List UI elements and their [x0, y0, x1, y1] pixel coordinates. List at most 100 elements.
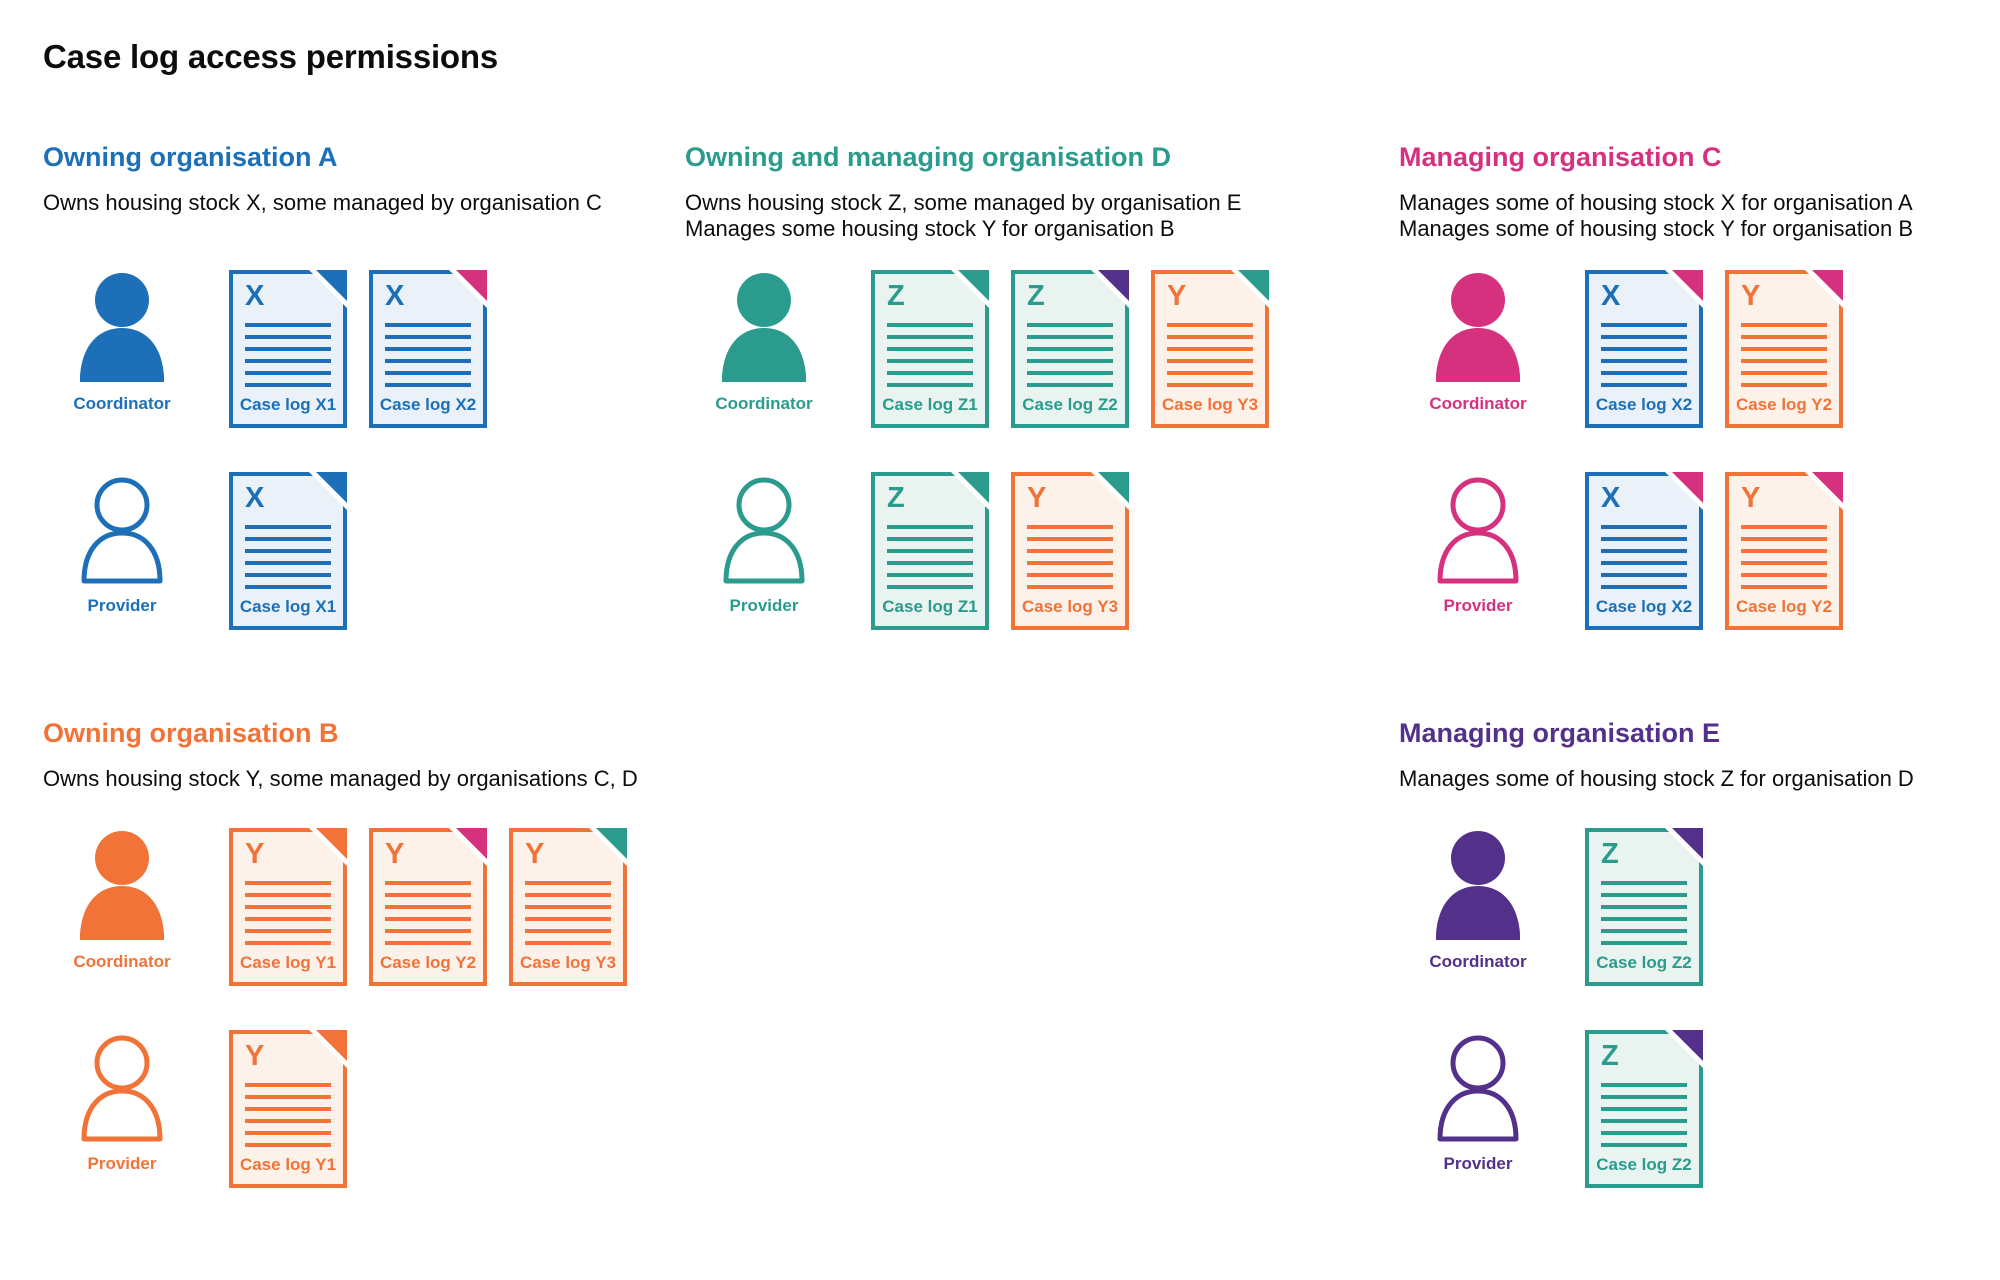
stock-letter: Y	[385, 838, 405, 870]
case-log-doc: Z Case log Z2	[1011, 270, 1129, 428]
role-label: Coordinator	[1429, 952, 1527, 971]
case-log-doc: Y Case log Y3	[1011, 472, 1129, 630]
section-owning-organisation-b: Owning organisation B Owns housing stock…	[43, 716, 683, 1232]
doc-label: Case log Z1	[882, 395, 978, 414]
stock-letter: X	[385, 280, 405, 312]
doc-group: Z Case log Z1 Z Case log Z2 Y Case lo	[871, 270, 1269, 428]
coordinator-figure: Coordinator	[685, 272, 843, 414]
text-lines-icon	[1601, 1083, 1687, 1147]
coordinator-row: Coordinator X Case log X2 Y Case log Y2	[1399, 270, 1979, 428]
stock-letter: Y	[1027, 482, 1047, 514]
coordinator-figure: Coordinator	[43, 272, 201, 414]
coordinator-row: Coordinator X Case log X1 X Case log X2	[43, 270, 683, 428]
coordinator-row: Coordinator Y Case log Y1 Y Case log Y2	[43, 828, 683, 986]
text-lines-icon	[1601, 525, 1687, 589]
section-heading: Managing organisation E	[1399, 718, 1721, 748]
doc-group: Z Case log Z2	[1585, 828, 1703, 986]
text-lines-icon	[1601, 323, 1687, 387]
stock-letter: Y	[525, 838, 545, 870]
case-log-doc: Z Case log Z2	[1585, 828, 1703, 986]
doc-label: Case log Y3	[1161, 395, 1259, 414]
case-log-doc: Y Case log Y2	[1725, 472, 1843, 630]
doc-group: Z Case log Z2	[1585, 1030, 1703, 1188]
stock-letter: Z	[887, 280, 905, 312]
stock-letter: Z	[1601, 838, 1619, 870]
doc-label: Case log Y1	[239, 1155, 337, 1174]
case-log-doc: Z Case log Z1	[871, 270, 989, 428]
doc-label: Case log X2	[379, 395, 477, 414]
case-log-doc: X Case log X2	[369, 270, 487, 428]
case-log-doc: X Case log X2	[1585, 472, 1703, 630]
role-label: Provider	[729, 596, 799, 615]
case-log-doc: Y Case log Y2	[369, 828, 487, 986]
doc-label: Case log Y2	[379, 953, 477, 972]
text-lines-icon	[1741, 323, 1827, 387]
section-description-line: Owns housing stock X, some managed by or…	[43, 190, 602, 215]
doc-label: Case log Y2	[1735, 597, 1833, 616]
stock-letter: Z	[1027, 280, 1045, 312]
role-label: Coordinator	[73, 394, 171, 413]
provider-row: Provider Z Case log Z1 Y Case log Y3	[685, 472, 1385, 630]
person-outline-icon	[1437, 1035, 1519, 1142]
section-heading: Owning organisation B	[43, 718, 339, 748]
text-lines-icon	[385, 881, 471, 945]
doc-label: Case log Y3	[519, 953, 617, 972]
role-label: Provider	[87, 1154, 157, 1173]
doc-label: Case log X2	[1595, 597, 1693, 616]
provider-row: Provider X Case log X2 Y Case log Y2	[1399, 472, 1979, 630]
provider-figure: Provider	[1399, 474, 1557, 616]
stock-letter: X	[245, 482, 265, 514]
doc-label: Case log X2	[1595, 395, 1693, 414]
doc-group: Y Case log Y1 Y Case log Y2 Y Case lo	[229, 828, 627, 986]
role-label: Provider	[1443, 1154, 1513, 1173]
doc-label: Case log Y2	[1735, 395, 1833, 414]
doc-group: Z Case log Z1 Y Case log Y3	[871, 472, 1129, 630]
doc-group: X Case log X2 Y Case log Y2	[1585, 472, 1843, 630]
stock-letter: X	[1601, 482, 1621, 514]
doc-group: Y Case log Y1	[229, 1030, 347, 1188]
stock-letter: X	[1601, 280, 1621, 312]
doc-label: Case log X1	[239, 597, 337, 616]
page-title: Case log access permissions	[43, 38, 499, 75]
stock-letter: X	[245, 280, 265, 312]
stock-letter: Z	[887, 482, 905, 514]
person-filled-icon	[1436, 831, 1520, 940]
case-log-doc: Z Case log Z2	[1585, 1030, 1703, 1188]
role-label: Provider	[1443, 596, 1513, 615]
section-heading: Owning and managing organisation D	[685, 142, 1172, 172]
text-lines-icon	[887, 525, 973, 589]
section-heading: Managing organisation C	[1399, 142, 1722, 172]
section-description-line: Manages some housing stock Y for organis…	[685, 216, 1175, 241]
section-description-line: Manages some of housing stock Y for orga…	[1399, 216, 1914, 241]
provider-row: Provider Z Case log Z2	[1399, 1030, 1979, 1188]
doc-group: X Case log X1	[229, 472, 347, 630]
section-managing-organisation-c: Managing organisation C Manages some of …	[1399, 140, 1979, 674]
person-outline-icon	[81, 477, 163, 584]
person-outline-icon	[81, 1035, 163, 1142]
coordinator-figure: Coordinator	[43, 830, 201, 972]
provider-figure: Provider	[1399, 1032, 1557, 1174]
section-heading: Owning organisation A	[43, 142, 338, 172]
case-log-doc: X Case log X2	[1585, 270, 1703, 428]
doc-group: X Case log X1 X Case log X2	[229, 270, 487, 428]
person-filled-icon	[722, 273, 806, 382]
text-lines-icon	[245, 323, 331, 387]
doc-label: Case log X1	[239, 395, 337, 414]
section-managing-organisation-e: Managing organisation E Manages some of …	[1399, 716, 1979, 1232]
text-lines-icon	[245, 525, 331, 589]
coordinator-figure: Coordinator	[1399, 272, 1557, 414]
role-label: Coordinator	[715, 394, 813, 413]
section-description: Manages some of housing stock X for orga…	[1399, 190, 1979, 242]
section-owning-organisation-a: Owning organisation A Owns housing stock…	[43, 140, 683, 674]
stock-letter: Y	[1167, 280, 1187, 312]
text-lines-icon	[1167, 323, 1253, 387]
section-description-line: Manages some of housing stock Z for orga…	[1399, 766, 1914, 791]
text-lines-icon	[1601, 881, 1687, 945]
section-description: Owns housing stock Z, some managed by or…	[685, 190, 1385, 242]
case-log-doc: Z Case log Z1	[871, 472, 989, 630]
stock-letter: Y	[1741, 280, 1761, 312]
case-log-doc: Y Case log Y2	[1725, 270, 1843, 428]
provider-row: Provider Y Case log Y1	[43, 1030, 683, 1188]
person-filled-icon	[1436, 273, 1520, 382]
